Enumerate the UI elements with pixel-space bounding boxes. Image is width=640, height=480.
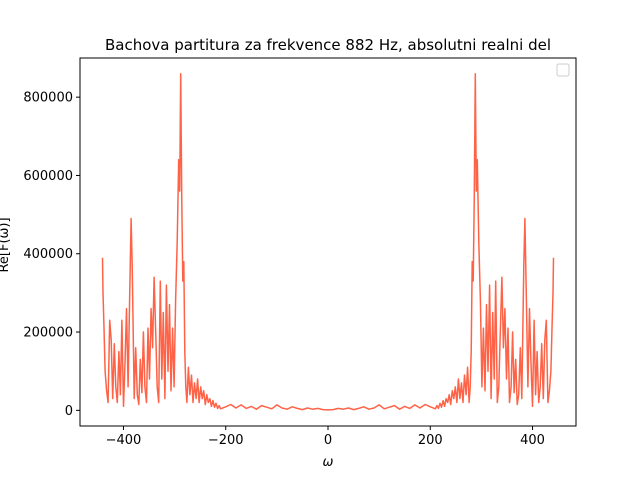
chart-title: Bachova partitura za frekvence 882 Hz, a…: [105, 36, 551, 54]
y-tick-label: 800000: [23, 91, 73, 106]
x-tick-label: 400: [520, 433, 545, 448]
x-axis-label: ω: [323, 455, 334, 470]
y-tick-label: 200000: [23, 326, 73, 341]
y-tick-label: 0: [65, 404, 73, 419]
y-tick-label: 400000: [23, 247, 73, 262]
y-tick-label: 600000: [23, 169, 73, 184]
x-tick-label: 200: [418, 433, 443, 448]
series-line-0: [101, 72, 555, 411]
x-tick-label: 0: [324, 433, 332, 448]
y-axis-label: Re[F(ω)]: [0, 217, 12, 272]
legend-box: [556, 63, 570, 77]
x-tick-label: −200: [208, 433, 244, 448]
x-tick-label: −400: [106, 433, 142, 448]
axes: −400 −200 0 200 400 0 200000 400000 600000 800000: [23, 57, 577, 448]
plot-area: [101, 72, 555, 411]
